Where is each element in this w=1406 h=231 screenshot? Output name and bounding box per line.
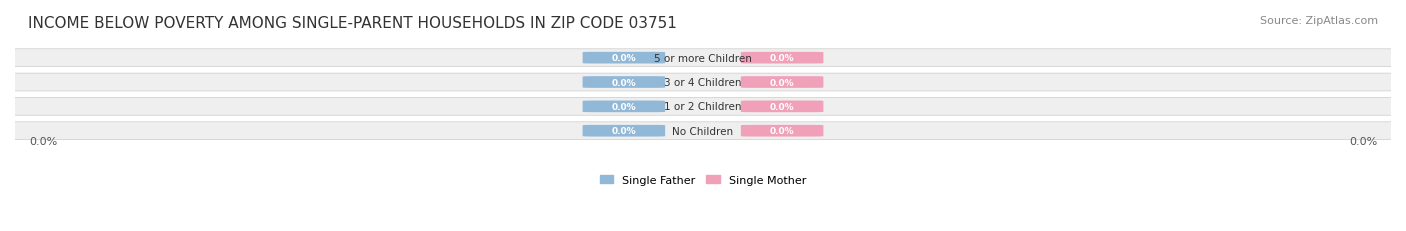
FancyBboxPatch shape [0, 98, 1406, 116]
Text: 0.0%: 0.0% [28, 136, 58, 146]
Text: 0.0%: 0.0% [770, 127, 794, 136]
FancyBboxPatch shape [582, 53, 665, 64]
Text: 0.0%: 0.0% [612, 54, 636, 63]
FancyBboxPatch shape [741, 125, 824, 137]
Text: 0.0%: 0.0% [770, 102, 794, 111]
Text: 0.0%: 0.0% [612, 78, 636, 87]
FancyBboxPatch shape [741, 77, 824, 88]
FancyBboxPatch shape [0, 74, 1406, 91]
Text: 0.0%: 0.0% [612, 127, 636, 136]
FancyBboxPatch shape [741, 53, 824, 64]
Text: No Children: No Children [672, 126, 734, 136]
Text: 1 or 2 Children: 1 or 2 Children [664, 102, 742, 112]
Text: 0.0%: 0.0% [770, 54, 794, 63]
Text: 0.0%: 0.0% [612, 102, 636, 111]
FancyBboxPatch shape [582, 77, 665, 88]
Legend: Single Father, Single Mother: Single Father, Single Mother [600, 175, 806, 185]
Text: 3 or 4 Children: 3 or 4 Children [664, 78, 742, 88]
FancyBboxPatch shape [741, 101, 824, 113]
Text: 5 or more Children: 5 or more Children [654, 53, 752, 63]
Text: Source: ZipAtlas.com: Source: ZipAtlas.com [1260, 16, 1378, 26]
FancyBboxPatch shape [0, 122, 1406, 140]
Text: 0.0%: 0.0% [1348, 136, 1378, 146]
Text: 0.0%: 0.0% [770, 78, 794, 87]
Text: INCOME BELOW POVERTY AMONG SINGLE-PARENT HOUSEHOLDS IN ZIP CODE 03751: INCOME BELOW POVERTY AMONG SINGLE-PARENT… [28, 16, 678, 31]
FancyBboxPatch shape [582, 125, 665, 137]
FancyBboxPatch shape [582, 101, 665, 113]
FancyBboxPatch shape [0, 50, 1406, 67]
